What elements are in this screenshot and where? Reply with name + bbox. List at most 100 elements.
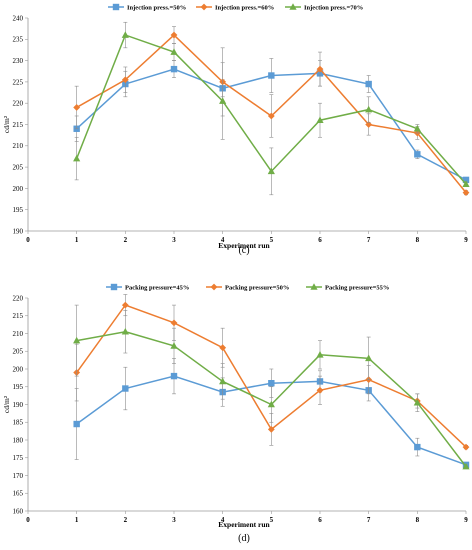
data-point <box>462 180 470 187</box>
y-axis-label: cd/m² <box>2 395 11 413</box>
y-tick-label: 160 <box>13 507 24 515</box>
y-axis-label: cd/m² <box>2 115 11 133</box>
x-tick-label: 5 <box>270 236 274 244</box>
legend-marker <box>210 283 218 291</box>
data-point <box>121 76 129 84</box>
x-tick-label: 7 <box>367 236 371 244</box>
data-point <box>267 167 275 175</box>
y-tick-label: 230 <box>13 57 24 65</box>
data-point <box>219 377 227 385</box>
y-tick-label: 190 <box>13 401 24 409</box>
y-tick-label: 215 <box>13 312 24 320</box>
series-3 <box>73 304 470 470</box>
y-tick-label: 210 <box>13 142 24 150</box>
data-point <box>267 400 275 408</box>
y-tick-label: 200 <box>13 365 24 373</box>
y-tick-label: 190 <box>13 227 24 235</box>
y-tick-label: 175 <box>13 454 24 462</box>
data-point <box>365 121 373 128</box>
data-point <box>170 65 178 73</box>
data-point <box>219 97 227 104</box>
y-tick-label: 220 <box>13 294 24 302</box>
data-point <box>73 154 81 162</box>
x-tick-label: 6 <box>318 236 322 244</box>
x-tick-label: 9 <box>464 236 468 244</box>
x-tick-label: 0 <box>26 236 30 244</box>
y-tick-label: 220 <box>13 100 24 108</box>
chart-caption: (d) <box>238 533 250 544</box>
y-tick-label: 205 <box>13 348 24 356</box>
data-point <box>316 351 324 358</box>
x-tick-label: 8 <box>416 516 420 524</box>
x-tick-label: 4 <box>221 516 225 524</box>
x-axis-label: Experiment run <box>218 520 270 529</box>
data-point <box>413 398 421 406</box>
legend-label: Injection press.=70% <box>304 4 363 11</box>
y-tick-label: 185 <box>13 419 24 427</box>
legend-label: Packing pressure=50% <box>225 284 289 291</box>
legend-marker <box>289 3 297 10</box>
legend-marker <box>200 3 208 11</box>
x-tick-label: 0 <box>26 516 30 524</box>
data-point <box>365 80 372 88</box>
data-point <box>121 301 129 309</box>
y-tick-label: 210 <box>13 330 24 338</box>
x-tick-label: 4 <box>221 236 225 244</box>
legend-label: Injection press.=50% <box>127 4 186 11</box>
legend-label: Packing pressure=45% <box>125 284 189 291</box>
data-point <box>170 319 178 327</box>
chart-d: 1601651701751801851901952002052102152200… <box>2 283 470 544</box>
legend: Packing pressure=45% Packing pressure=50%… <box>106 283 389 291</box>
y-tick-label: 205 <box>13 164 24 172</box>
x-tick-label: 3 <box>172 236 176 244</box>
data-point <box>73 336 81 344</box>
x-tick-label: 7 <box>367 516 371 524</box>
data-point <box>462 443 470 451</box>
data-point <box>462 462 470 470</box>
data-point <box>462 176 470 184</box>
series-3 <box>73 21 470 196</box>
data-point <box>414 443 421 451</box>
data-point <box>170 31 178 39</box>
data-point <box>267 425 275 433</box>
legend-marker <box>310 283 318 290</box>
x-tick-label: 8 <box>416 236 420 244</box>
data-point <box>462 189 470 197</box>
x-tick-label: 3 <box>172 516 176 524</box>
data-point <box>121 327 129 335</box>
x-tick-label: 5 <box>270 516 274 524</box>
data-point <box>170 48 178 55</box>
legend-label: Injection press.=60% <box>215 4 274 11</box>
y-tick-label: 170 <box>13 472 24 480</box>
data-point <box>121 31 129 38</box>
legend: Injection press.=50% Injection press.=60%… <box>108 3 363 11</box>
data-point <box>316 65 324 73</box>
x-tick-label: 1 <box>75 236 79 244</box>
y-tick-label: 165 <box>13 490 24 498</box>
y-tick-label: 195 <box>13 383 24 391</box>
data-point <box>268 380 275 387</box>
data-point <box>73 104 81 111</box>
x-tick-label: 2 <box>124 516 128 524</box>
chart-caption: (c) <box>238 245 249 256</box>
data-point <box>170 372 178 380</box>
y-tick-label: 180 <box>13 436 24 444</box>
legend-marker <box>110 283 118 291</box>
data-point <box>365 105 373 113</box>
y-tick-label: 195 <box>13 206 24 214</box>
legend-label: Packing pressure=55% <box>325 284 389 291</box>
data-point <box>268 72 275 79</box>
y-tick-label: 215 <box>13 121 24 129</box>
data-point <box>414 151 421 158</box>
data-point <box>73 420 80 428</box>
y-tick-label: 225 <box>13 78 24 86</box>
data-point <box>170 342 178 349</box>
data-point <box>316 116 324 124</box>
legend-marker <box>112 3 120 11</box>
x-tick-label: 2 <box>124 236 128 244</box>
chart-c: 190 195 200 205 210 215 220 225 230 235 240 0 1 2 3 4 5 6… <box>2 3 470 256</box>
data-point <box>219 344 227 352</box>
x-tick-label: 1 <box>75 516 79 524</box>
x-tick-label: 9 <box>464 516 468 524</box>
